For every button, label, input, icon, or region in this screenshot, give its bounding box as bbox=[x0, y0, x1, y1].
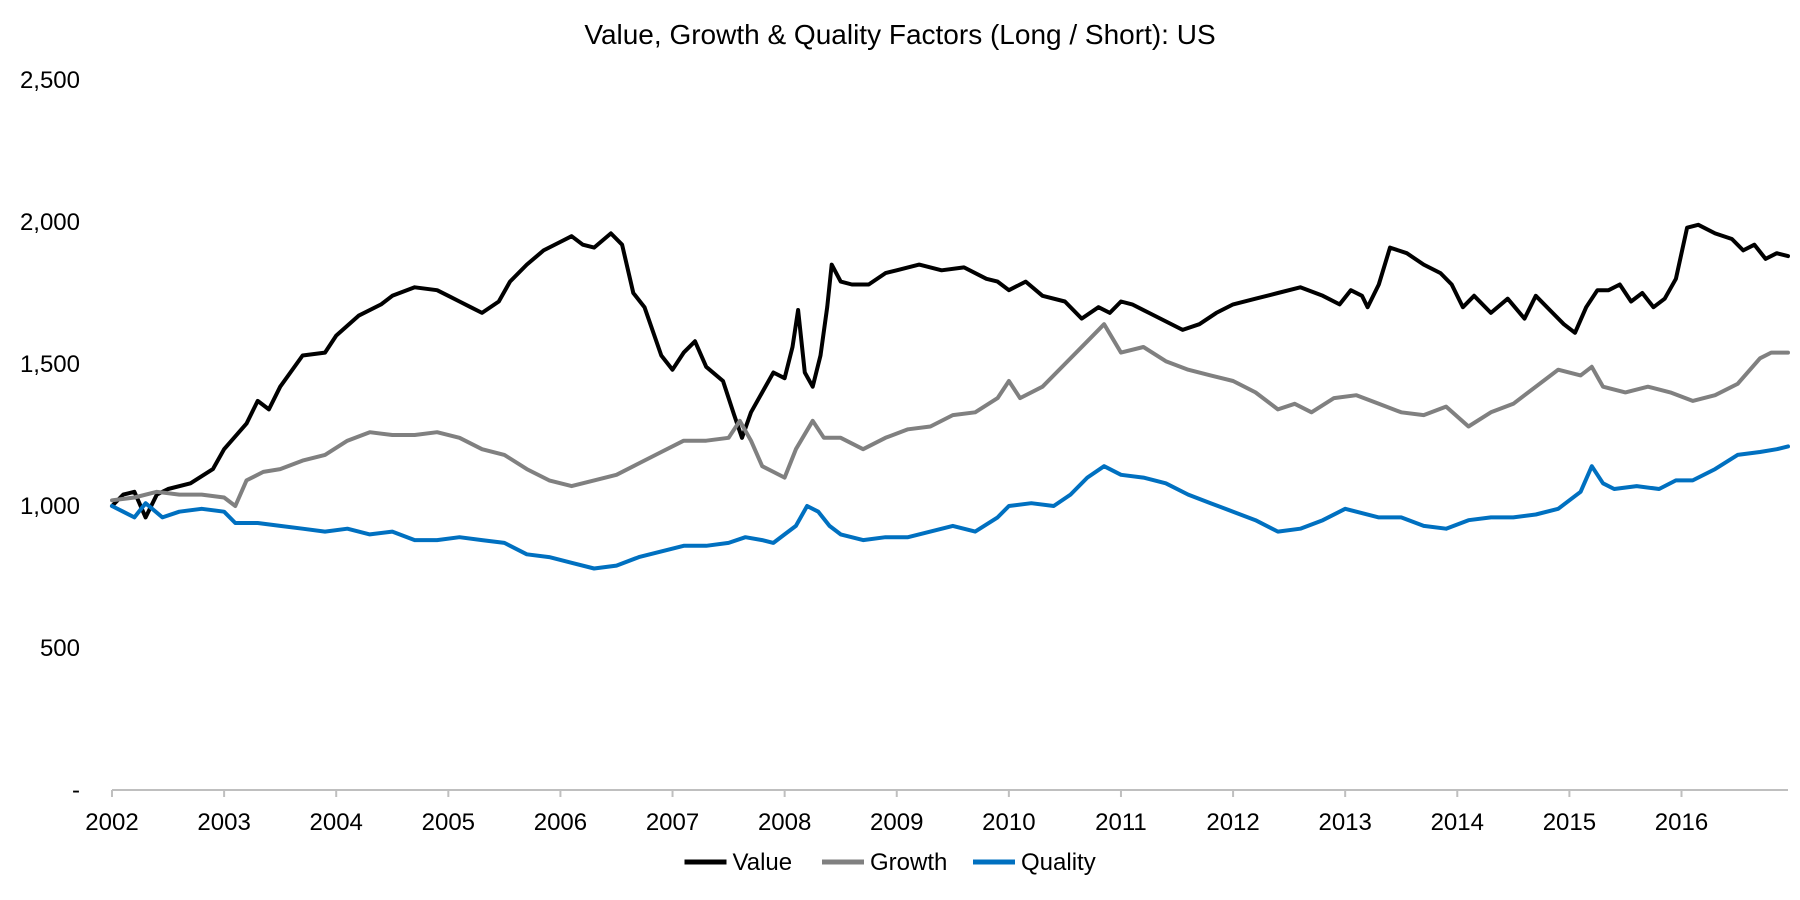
legend-label: Quality bbox=[1021, 849, 1096, 876]
legend-item-value: Value bbox=[684, 849, 793, 876]
series-lines bbox=[110, 222, 1790, 571]
x-tick-label: 2005 bbox=[422, 809, 475, 836]
x-tick-label: 2006 bbox=[534, 809, 587, 836]
legend-item-growth: Growth bbox=[822, 849, 947, 876]
series-line-growth bbox=[110, 322, 1790, 508]
x-tick-label: 2014 bbox=[1431, 809, 1484, 836]
x-tick-label: 2016 bbox=[1655, 809, 1708, 836]
y-tick-label: 1,000 bbox=[20, 493, 80, 520]
y-tick-label: 1,500 bbox=[20, 351, 80, 378]
series-line-quality bbox=[110, 444, 1790, 571]
legend-label: Value bbox=[733, 849, 793, 876]
legend: Value Growth Quality bbox=[684, 849, 1096, 876]
y-tick-label: 500 bbox=[40, 635, 80, 662]
legend-label: Growth bbox=[870, 849, 947, 876]
legend-item-quality: Quality bbox=[973, 849, 1096, 876]
x-tick-label: 2008 bbox=[758, 809, 811, 836]
x-tick-label: 2003 bbox=[197, 809, 250, 836]
x-tick-label: 2010 bbox=[982, 809, 1035, 836]
x-tick-label: 2015 bbox=[1543, 809, 1596, 836]
x-tick-label: 2004 bbox=[310, 809, 363, 836]
x-axis-ticks: 2002 2003 2004 2005 2006 2007 2008 2009 2010 2011… bbox=[85, 790, 1708, 836]
chart-title: Value, Growth & Quality Factors (Long / … bbox=[584, 19, 1215, 50]
y-tick-label: 2,000 bbox=[20, 209, 80, 236]
y-axis-ticks: - 500 1,000 1,500 2,000 2,500 bbox=[20, 67, 80, 804]
x-tick-label: 2009 bbox=[870, 809, 923, 836]
x-tick-label: 2013 bbox=[1318, 809, 1371, 836]
x-tick-label: 2011 bbox=[1095, 809, 1147, 836]
x-tick-label: 2002 bbox=[85, 809, 138, 836]
x-tick-label: 2007 bbox=[646, 809, 699, 836]
series-line-value bbox=[110, 222, 1790, 520]
y-tick-label: 2,500 bbox=[20, 67, 80, 94]
x-tick-label: 2012 bbox=[1206, 809, 1259, 836]
y-tick-label: - bbox=[72, 777, 80, 804]
